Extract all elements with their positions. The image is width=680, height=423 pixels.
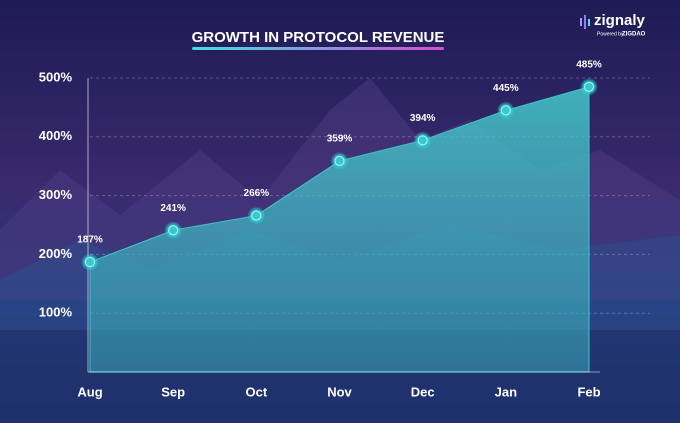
value-label: 445% bbox=[493, 83, 519, 94]
logo-bar bbox=[580, 18, 582, 26]
point bbox=[334, 155, 345, 166]
x-tick-label: Aug bbox=[77, 384, 102, 399]
x-tick-label: Feb bbox=[577, 384, 600, 399]
logo-bar bbox=[588, 19, 590, 26]
value-label: 394% bbox=[410, 113, 436, 124]
y-tick-label: 400% bbox=[39, 128, 73, 143]
value-label: 266% bbox=[244, 188, 270, 199]
point bbox=[500, 105, 511, 116]
logo-bar bbox=[584, 15, 586, 29]
y-tick-label: 100% bbox=[39, 305, 73, 320]
y-tick-label: 500% bbox=[39, 69, 73, 84]
value-label: 485% bbox=[576, 59, 602, 70]
x-tick-label: Oct bbox=[245, 384, 267, 399]
logo-tagline: Powered by bbox=[597, 31, 624, 37]
x-tick-label: Dec bbox=[411, 384, 435, 399]
title-underline bbox=[192, 47, 444, 50]
value-label: 187% bbox=[77, 235, 103, 246]
point bbox=[417, 135, 428, 146]
chart-title: GROWTH IN PROTOCOL REVENUE bbox=[192, 29, 445, 46]
y-tick-label: 300% bbox=[39, 187, 73, 202]
logo: zignaly Powered by ZIGDAO bbox=[580, 12, 646, 38]
point bbox=[251, 210, 262, 221]
value-label: 241% bbox=[160, 203, 186, 214]
x-tick-label: Jan bbox=[495, 384, 517, 399]
x-tick-label: Nov bbox=[327, 384, 352, 399]
value-label: 359% bbox=[327, 134, 353, 145]
logo-brand: ZIGDAO bbox=[622, 32, 646, 38]
logo-name: zignaly bbox=[594, 12, 646, 29]
x-tick-label: Sep bbox=[161, 384, 185, 399]
y-tick-label: 200% bbox=[39, 246, 73, 261]
point bbox=[85, 257, 95, 268]
point bbox=[168, 225, 179, 236]
point bbox=[584, 81, 594, 92]
